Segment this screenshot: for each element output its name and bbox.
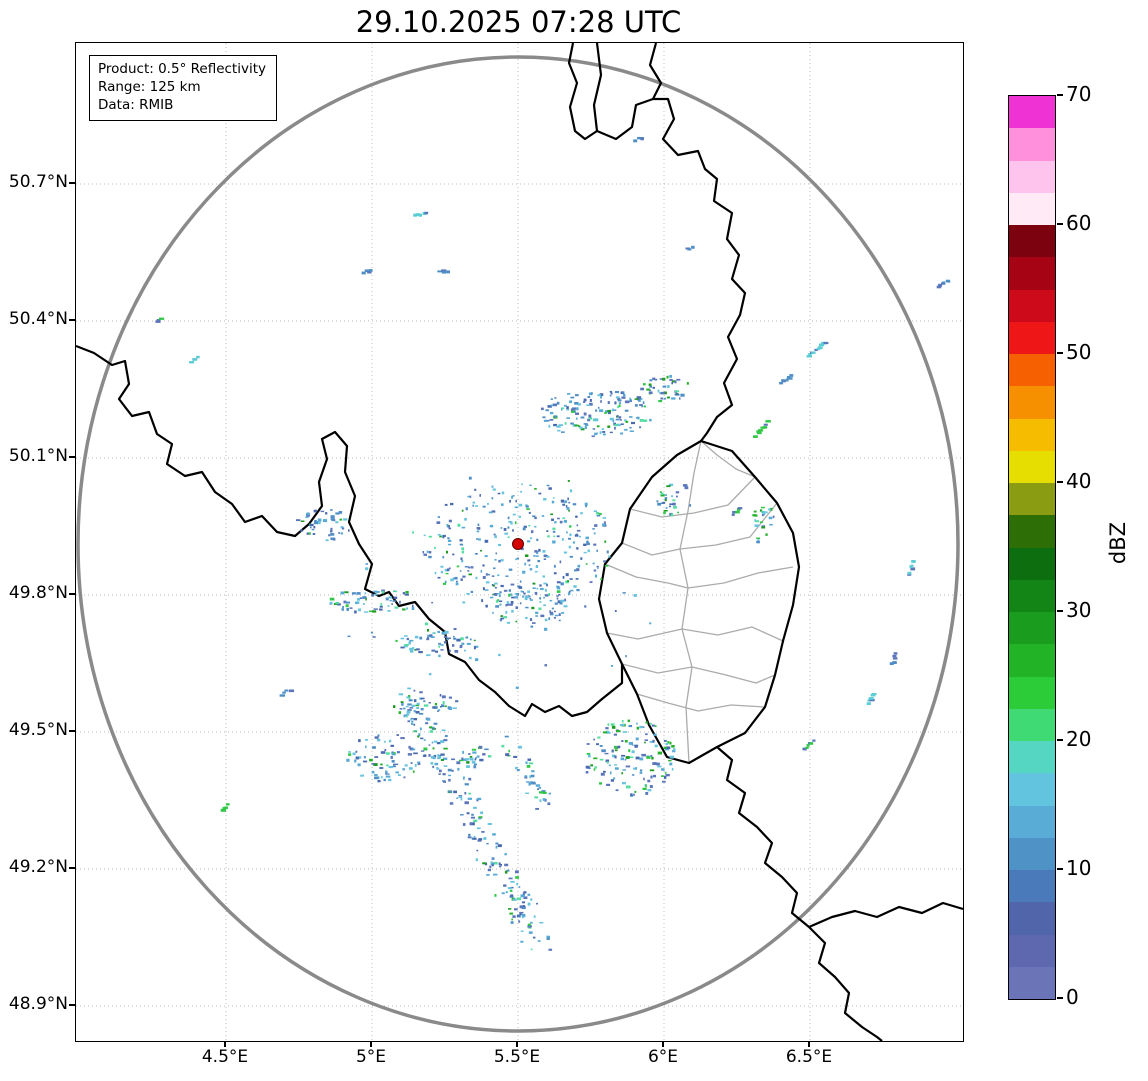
district-border — [606, 626, 784, 642]
colorbar-tick-label: 20 — [1066, 727, 1092, 751]
national-border — [653, 97, 747, 442]
y-tick-label: 49.2°N — [8, 857, 68, 877]
colorbar-tick-label: 40 — [1066, 469, 1092, 493]
district-border — [604, 563, 794, 589]
colorbar-segment — [1009, 644, 1055, 677]
colorbar-tick-label: 50 — [1066, 340, 1092, 364]
colorbar-segment — [1009, 354, 1055, 387]
colorbar-segment — [1009, 418, 1055, 451]
colorbar-segment — [1009, 96, 1055, 129]
colorbar-segment — [1009, 547, 1055, 580]
colorbar-segment — [1009, 837, 1055, 870]
colorbar-segment — [1009, 128, 1055, 161]
national-border — [76, 344, 624, 718]
national-border — [808, 901, 963, 929]
colorbar-segment — [1009, 934, 1055, 967]
colorbar-segment — [1009, 160, 1055, 193]
x-tick-label: 6.5°E — [785, 1047, 833, 1067]
colorbar-segment — [1009, 773, 1055, 806]
colorbar-segment — [1009, 321, 1055, 354]
info-data-source: Data: RMIB — [98, 97, 174, 114]
colorbar-segment — [1009, 676, 1055, 709]
radar-site-marker — [512, 538, 524, 550]
x-tick-label: 5.5°E — [493, 1047, 541, 1067]
y-tick-mark — [69, 456, 75, 458]
colorbar-segment — [1009, 579, 1055, 612]
range-ring — [76, 55, 960, 1033]
colorbar-segment — [1009, 741, 1055, 774]
colorbar-segment — [1009, 289, 1055, 322]
x-tick-mark — [808, 1041, 810, 1047]
y-tick-mark — [69, 182, 75, 184]
echo-layer — [155, 136, 951, 951]
colorbar-segment — [1009, 450, 1055, 483]
colorbar-tick-label: 60 — [1066, 211, 1092, 235]
info-box: Product: 0.5° Reflectivity Range: 125 km… — [89, 55, 277, 122]
colorbar-tick-label: 0 — [1066, 985, 1079, 1009]
x-tick-mark — [516, 1041, 518, 1047]
y-tick-mark — [69, 593, 75, 595]
colorbar-tick-mark — [1057, 868, 1063, 870]
chart-title: 29.10.2025 07:28 UTC — [355, 5, 682, 39]
x-tick-mark — [224, 1041, 226, 1047]
colorbar-segment — [1009, 870, 1055, 903]
x-tick-mark — [370, 1041, 372, 1047]
y-tick-label: 49.5°N — [8, 720, 68, 740]
district-border — [621, 663, 776, 684]
colorbar-tick-mark — [1057, 610, 1063, 612]
colorbar-segment — [1009, 483, 1055, 516]
colorbar-tick-label: 10 — [1066, 856, 1092, 880]
info-product: Product: 0.5° Reflectivity — [98, 61, 266, 77]
colorbar-segment — [1009, 192, 1055, 225]
colorbar-segment — [1009, 708, 1055, 741]
map-plot-area: Product: 0.5° Reflectivity Range: 125 km… — [75, 42, 964, 1042]
y-tick-mark — [69, 319, 75, 321]
colorbar — [1008, 95, 1056, 1000]
y-tick-label: 48.9°N — [8, 994, 68, 1014]
district-border — [636, 693, 766, 712]
x-tick-label: 5°E — [355, 1047, 387, 1067]
national-border — [596, 43, 663, 141]
y-tick-label: 50.4°N — [8, 309, 68, 329]
colorbar-tick-mark — [1057, 739, 1063, 741]
radar-map-canvas — [76, 43, 963, 1041]
y-tick-mark — [69, 867, 75, 869]
colorbar-tick-mark — [1057, 997, 1063, 999]
district-border — [629, 476, 756, 518]
colorbar-segment — [1009, 805, 1055, 838]
colorbar-tick-mark — [1057, 223, 1063, 225]
colorbar-tick-mark — [1057, 481, 1063, 483]
colorbar-tick-label: 70 — [1066, 82, 1092, 106]
info-range: Range: 125 km — [98, 79, 201, 96]
x-tick-mark — [662, 1041, 664, 1047]
national-border — [567, 43, 603, 141]
x-tick-label: 4.5°E — [201, 1047, 249, 1067]
x-tick-label: 6°E — [647, 1047, 679, 1067]
colorbar-segment — [1009, 386, 1055, 419]
colorbar-tick-mark — [1057, 94, 1063, 96]
colorbar-tick-mark — [1057, 352, 1063, 354]
colorbar-segment — [1009, 515, 1055, 548]
y-tick-label: 50.7°N — [8, 172, 68, 192]
national-border — [597, 439, 801, 765]
y-tick-label: 50.1°N — [8, 446, 68, 466]
district-border — [700, 440, 756, 478]
district-border — [621, 502, 778, 556]
national-border — [716, 746, 883, 1041]
district-border — [679, 440, 702, 764]
colorbar-segment — [1009, 612, 1055, 645]
colorbar-segment — [1009, 902, 1055, 935]
y-tick-mark — [69, 1004, 75, 1006]
y-tick-label: 49.8°N — [8, 583, 68, 603]
colorbar-tick-label: 30 — [1066, 598, 1092, 622]
colorbar-label: dBZ — [1106, 521, 1130, 565]
colorbar-segment — [1009, 257, 1055, 290]
colorbar-segment — [1009, 225, 1055, 258]
y-tick-mark — [69, 730, 75, 732]
colorbar-segment — [1009, 966, 1055, 999]
